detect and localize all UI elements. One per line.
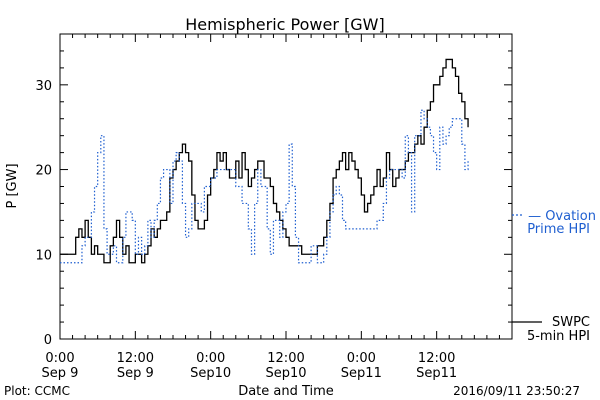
- x-tick-label-time: 12:00: [418, 351, 455, 366]
- legend-swpc-label-2: 5-min HPI: [527, 329, 590, 344]
- y-tick-label: 10: [35, 248, 52, 263]
- series-ovation-line: [60, 109, 469, 264]
- x-tick-label-date: Sep 9: [42, 366, 79, 381]
- legend-ovation-label: — Ovation: [528, 209, 596, 224]
- x-tick-label-date: Sep11: [416, 366, 457, 381]
- y-tick-label: 20: [35, 164, 52, 179]
- x-tick-label-time: 12:00: [267, 351, 304, 366]
- series-swpc-line: [60, 58, 469, 264]
- footer-source: Plot: CCMC: [4, 384, 70, 398]
- series-group: [60, 58, 469, 264]
- x-axis-label: Date and Time: [238, 384, 334, 399]
- y-axis-label: P [GW]: [5, 163, 20, 208]
- x-tick-label-date: Sep10: [190, 366, 231, 381]
- x-tick-label-time: 0:00: [45, 351, 74, 366]
- x-tick-label-date: Sep10: [265, 366, 306, 381]
- y-tick-label: 0: [44, 333, 52, 348]
- legend-ovation-label-2: Prime HPI: [527, 222, 590, 237]
- x-tick-label-date: Sep 9: [117, 366, 154, 381]
- plot-border: [59, 33, 513, 340]
- plot-area: [59, 33, 513, 340]
- x-tick-label-date: Sep11: [341, 366, 382, 381]
- legend-swpc-label: SWPC: [552, 315, 590, 330]
- footer-timestamp: 2016/09/11 23:50:27: [453, 384, 580, 398]
- y-tick-label: 30: [35, 79, 52, 94]
- chart-title: Hemispheric Power [GW]: [185, 15, 384, 34]
- x-tick-label-time: 12:00: [117, 351, 154, 366]
- x-tick-label-time: 0:00: [347, 351, 376, 366]
- x-tick-label-time: 0:00: [196, 351, 225, 366]
